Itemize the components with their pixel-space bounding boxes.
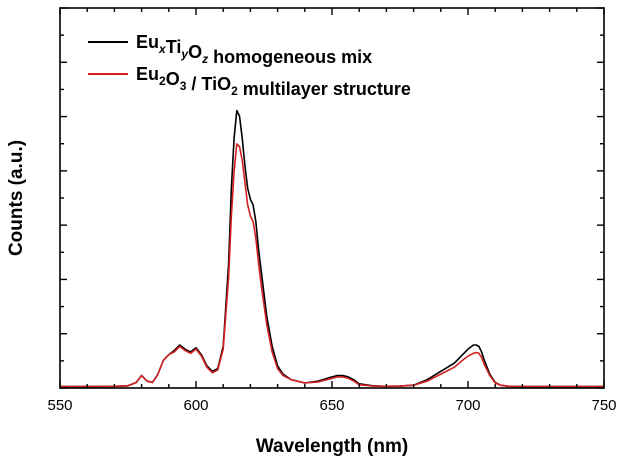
series-layer bbox=[60, 109, 604, 388]
y-axis-title: Counts (a.u.) bbox=[6, 140, 27, 256]
x-tick-label: 700 bbox=[455, 397, 480, 414]
axis-ticks bbox=[59, 7, 605, 389]
x-axis-title: Wavelength (nm) bbox=[256, 436, 408, 457]
series-line-1 bbox=[60, 109, 604, 388]
x-tick-label: 650 bbox=[319, 397, 344, 414]
x-tick-label: 750 bbox=[591, 397, 616, 414]
legend-label-1: EuxTiyOz homogeneous mix bbox=[136, 32, 372, 67]
x-tick-label: 550 bbox=[47, 397, 72, 414]
x-tick-label: 600 bbox=[183, 397, 208, 414]
legend-label-2: Eu2O3 / TiO2 multilayer structure bbox=[136, 64, 411, 99]
series-line-2 bbox=[60, 143, 604, 388]
x-tick-labels: 550 600 650 700 750 bbox=[47, 397, 616, 414]
